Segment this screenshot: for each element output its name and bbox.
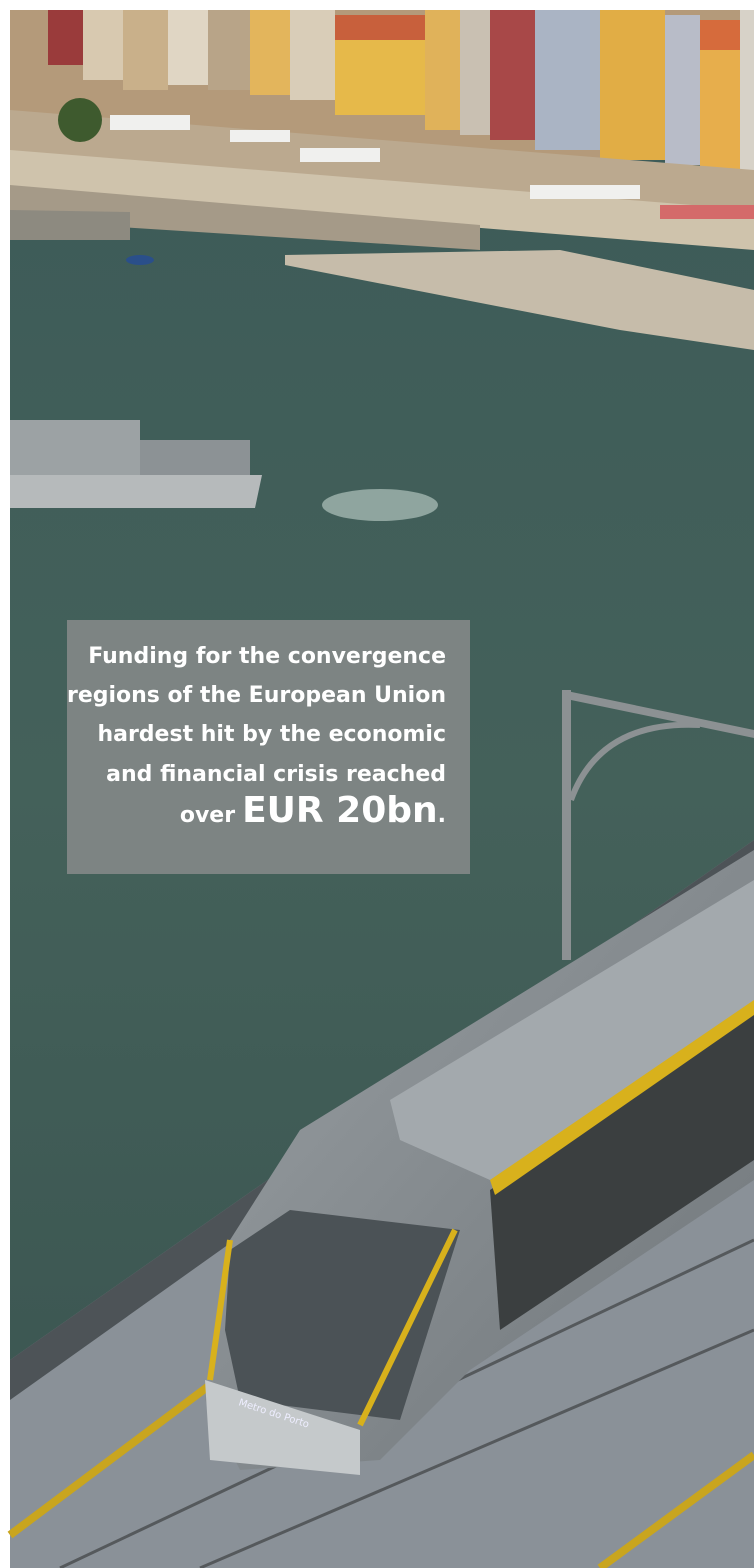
callout-prefix: over — [180, 803, 235, 828]
callout-line: hardest hit by the economic — [97, 722, 446, 747]
callout-line: Funding for the convergence — [88, 644, 446, 669]
photo: Metro do Porto — [7, 10, 754, 1568]
callout-line: regions of the European Union — [67, 683, 446, 708]
callout-line: and financial crisis reached — [106, 762, 446, 787]
callout-last-line: over EUR 20bn. — [180, 790, 446, 831]
callout-text: Funding for the convergence regions of t… — [67, 644, 446, 831]
callout-emphasis: EUR 20bn — [242, 790, 438, 831]
callout-box — [67, 620, 470, 874]
callout-suffix: . — [438, 803, 446, 828]
